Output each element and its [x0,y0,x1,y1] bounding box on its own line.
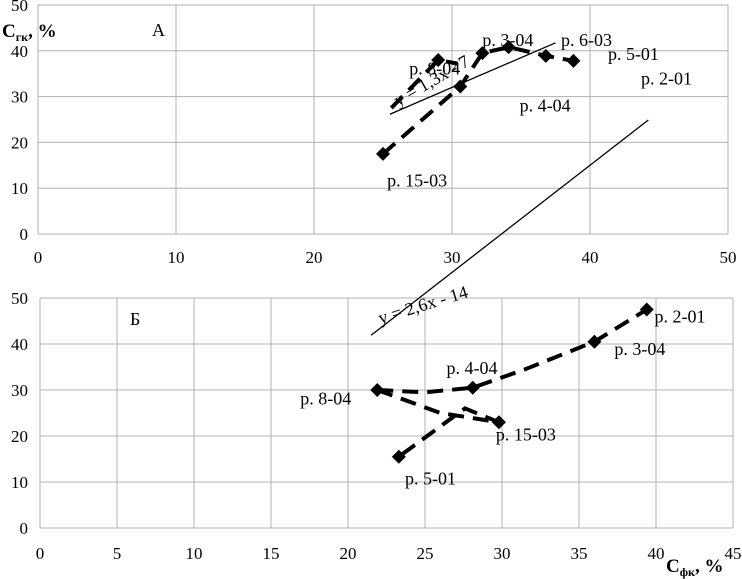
trendline [370,119,649,336]
y-tick-label: 50 [11,289,28,308]
data-point-marker [639,302,654,317]
x-tick-label: 0 [36,544,45,563]
data-point-marker [475,46,490,61]
y-tick-label: 30 [11,88,28,107]
x-tick-label: 20 [340,544,357,563]
x-axis-title: Cфк, % [666,556,723,579]
point-annotation: р. 5-01 [608,44,659,64]
data-point-marker [538,48,553,63]
dashed-connecting-line [377,307,648,395]
y-tick-label: 0 [20,225,29,244]
point-annotation: р. 4-04 [520,96,571,116]
point-annotation: р. 2-01 [654,306,705,326]
data-point-marker [465,380,480,395]
y-tick-label: 10 [11,473,28,492]
y-tick-label: 30 [11,381,28,400]
point-annotation: р. 8-04 [409,59,460,79]
y-tick-label: 50 [11,0,28,15]
x-tick-label: 10 [186,544,203,563]
dashed-connecting-line-branch [376,388,500,459]
point-annotation: р. 8-04 [300,389,351,409]
x-tick-label: 10 [168,248,185,267]
panel-label: А [152,20,165,40]
point-annotation: р. 15-03 [496,425,556,445]
y-tick-label: 10 [11,179,28,198]
chart-panel-b: 0 5 10 15 20 25 30 35 40 45 0 10 20 30 40 50 Б y = 2,6x -… [11,119,742,579]
data-point-marker [391,449,406,464]
point-annotation: р. 6-03 [561,30,612,50]
x-tick-label: 40 [648,544,665,563]
y-tick-label: 0 [20,519,29,538]
x-tick-label: 20 [306,248,323,267]
data-point-marker [501,40,516,55]
dashed-connecting-line-branch [389,57,458,110]
data-point-marker [587,334,602,349]
point-annotation: р. 5-01 [405,468,456,488]
data-point-marker [453,79,468,94]
panel-label: Б [130,309,140,329]
y-tick-label: 20 [11,133,28,152]
point-annotation: р. 15-03 [387,170,447,190]
point-annotation: р. 4-04 [447,358,498,378]
point-annotation: р. 3-04 [482,30,533,50]
x-tick-label: 15 [263,544,280,563]
y-axis-title: Cгк, % [2,21,57,44]
point-annotation: р. 2-01 [641,69,692,89]
trendline [389,42,556,115]
trendline-equation: y = 2,6x - 14 [376,282,470,328]
y-tick-label: 40 [11,335,28,354]
data-point-marker [491,415,506,430]
x-tick-label: 30 [444,248,461,267]
data-point-marker [370,383,385,397]
x-tick-label: 50 [720,248,737,267]
data-point-marker [566,53,581,68]
y-tick-label: 40 [11,42,28,61]
data-point-marker [376,146,390,161]
x-tick-label: 35 [571,544,588,563]
x-tick-label: 40 [582,248,599,267]
x-tick-label: 30 [494,544,511,563]
x-tick-label: 0 [34,248,43,267]
x-tick-label: 5 [113,544,122,563]
y-tick-label: 20 [11,427,28,446]
point-annotation: р. 3-04 [614,339,665,359]
x-tick-label: 45 [725,544,742,563]
x-tick-label: 25 [417,544,434,563]
data-point-marker [431,52,446,67]
